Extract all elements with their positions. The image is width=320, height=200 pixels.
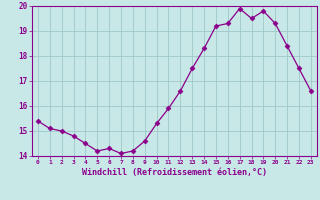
X-axis label: Windchill (Refroidissement éolien,°C): Windchill (Refroidissement éolien,°C) bbox=[82, 168, 267, 177]
